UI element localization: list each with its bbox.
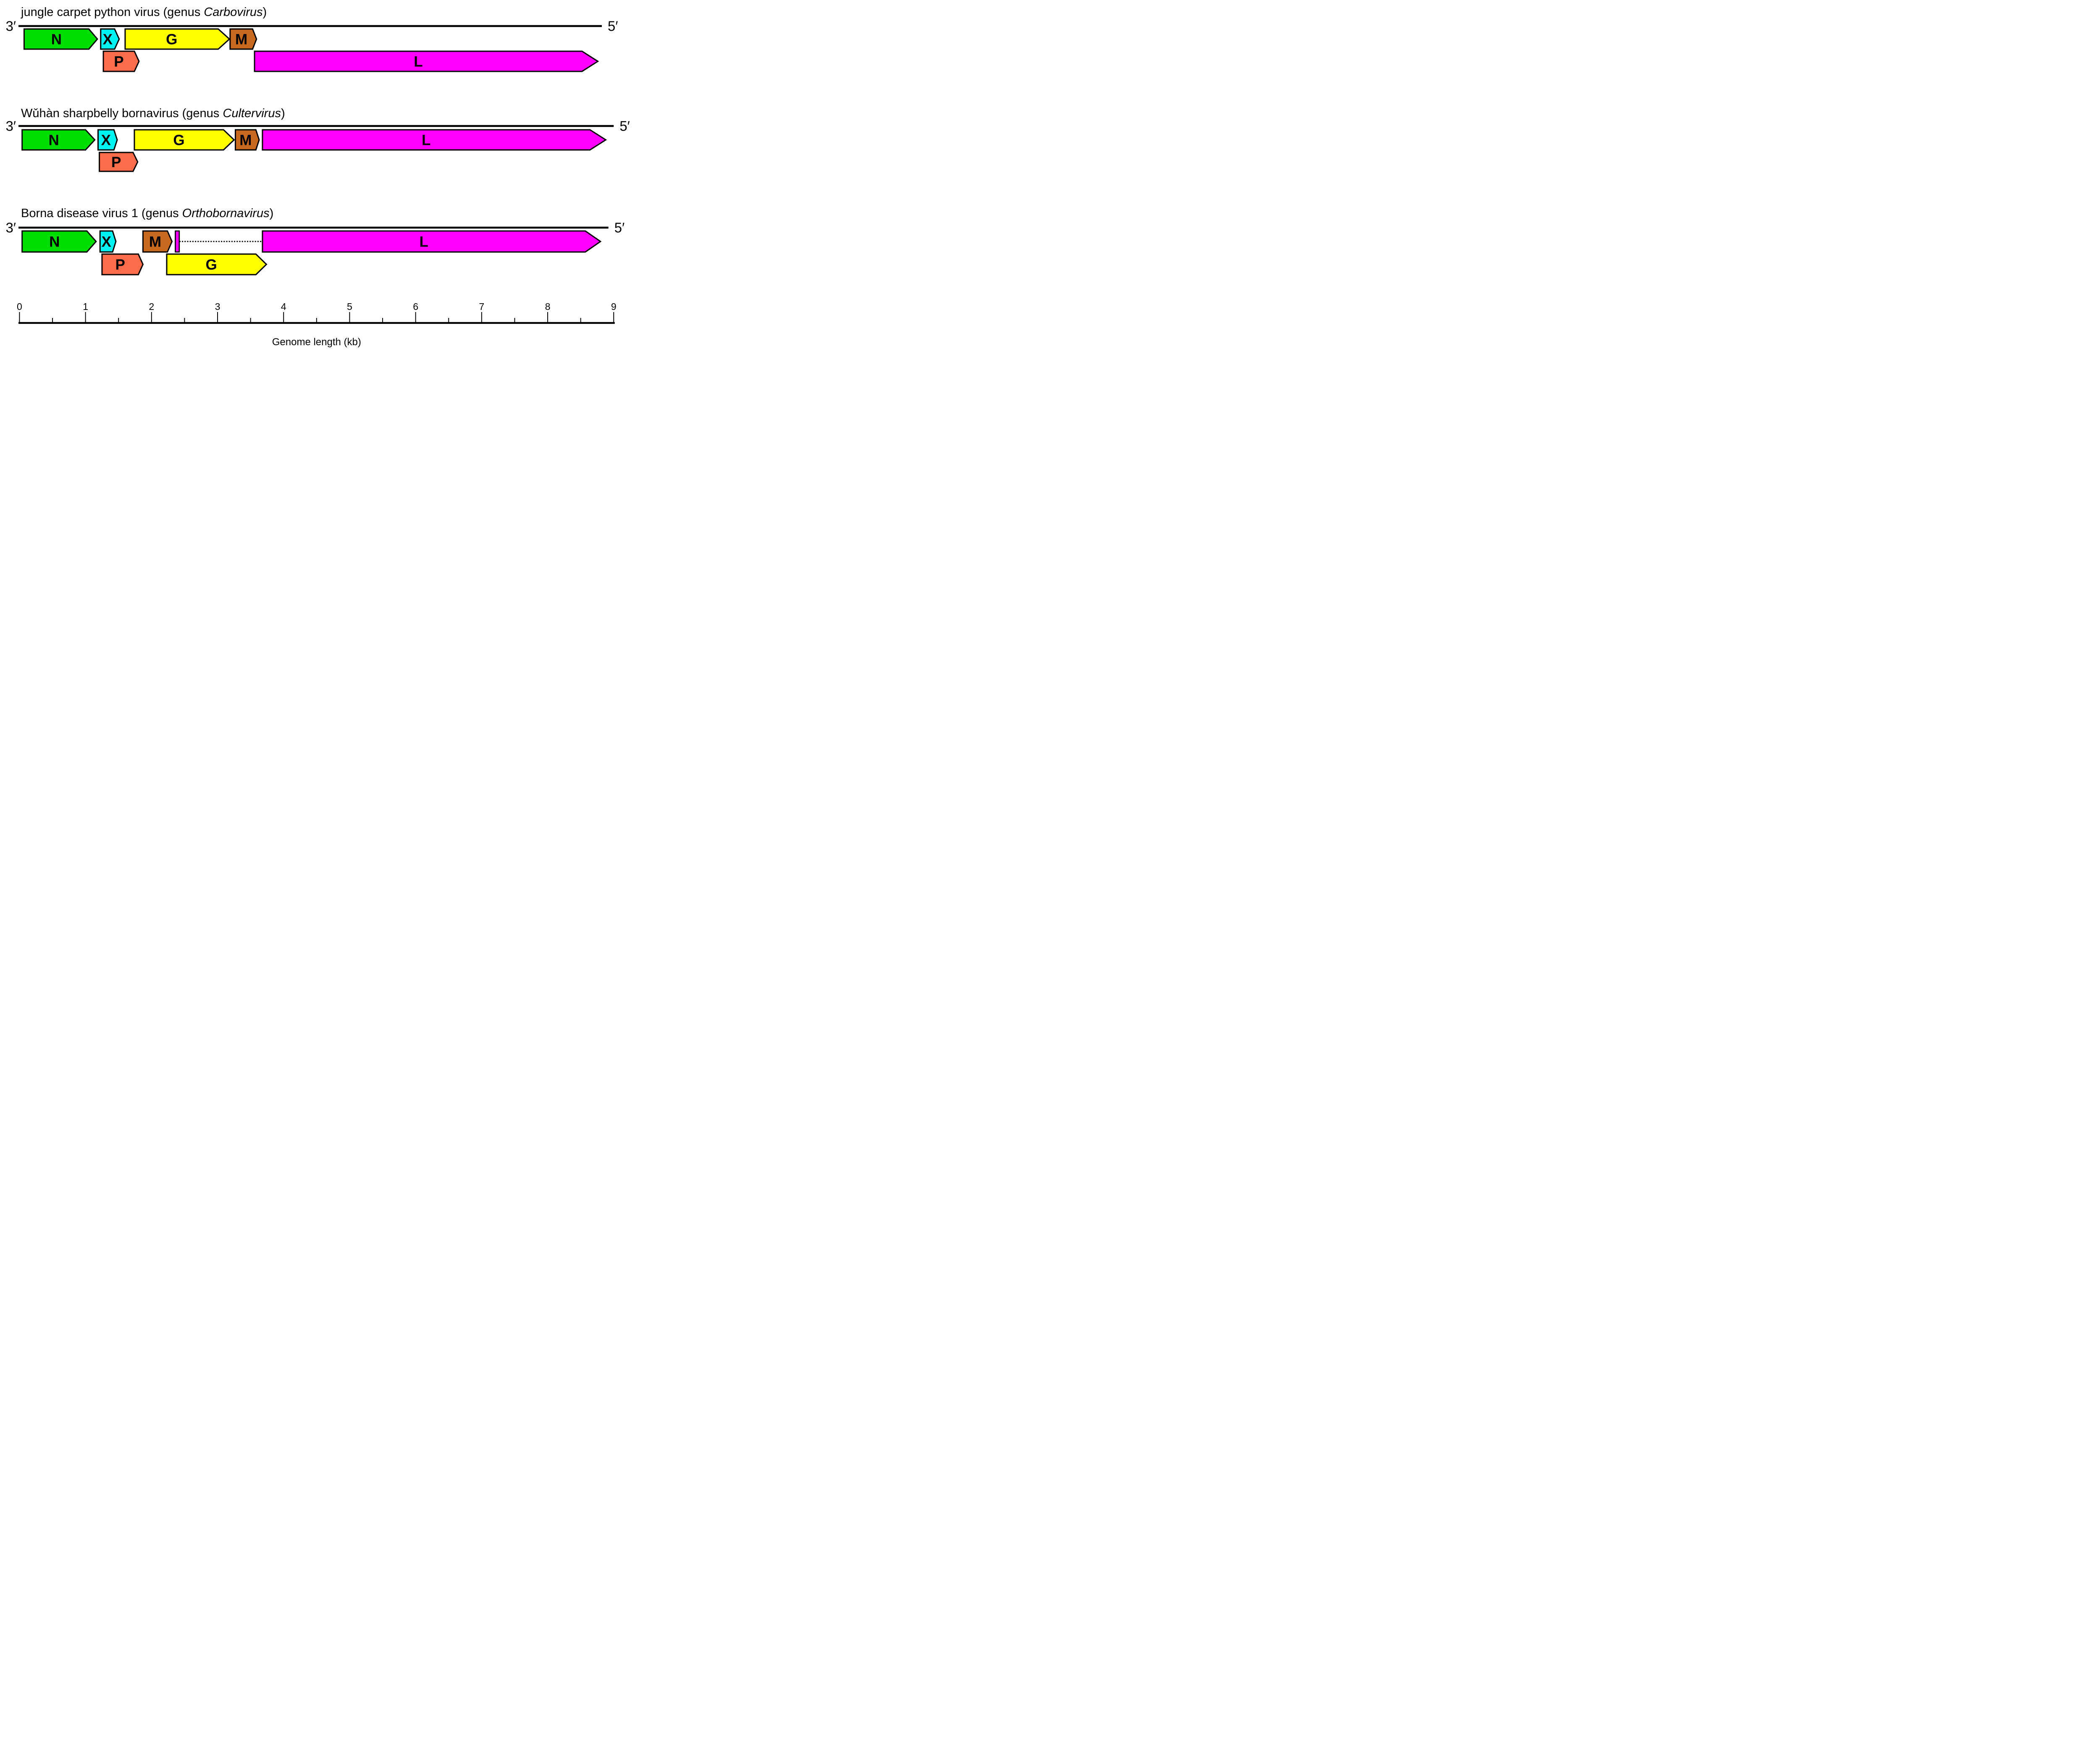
gene-g-shape (124, 28, 231, 50)
gene-x-label: X (101, 132, 111, 149)
l-exon-sliver (175, 230, 180, 253)
gene-n-shape (23, 28, 98, 50)
gene-p-label: P (114, 54, 123, 70)
three-prime-label: 3′ (5, 18, 16, 34)
genome-figure: jungle carpet python virus (genus Carbov… (0, 0, 635, 350)
gene-n-arrow: N (23, 28, 98, 50)
row-title-wuhan-sharpbelly-bornavirus: Wǔhàn sharpbelly bornavirus (genus Culte… (21, 107, 285, 120)
gene-n-label: N (49, 132, 59, 149)
genome-line (18, 226, 609, 229)
gene-n-arrow: N (21, 230, 97, 253)
gene-x-arrow: X (97, 129, 118, 151)
gene-p-arrow: P (101, 253, 144, 275)
gene-l-label: L (422, 132, 430, 149)
gene-g-arrow: G (166, 253, 268, 275)
gene-l-arrow: L (262, 129, 607, 151)
genome-row-wuhan-sharpbelly-bornavirus: Wǔhàn sharpbelly bornavirus (genus Culte… (5, 107, 630, 172)
gene-x-label: X (103, 31, 113, 48)
gene-x-arrow: X (100, 28, 120, 50)
gene-l-shape (254, 50, 599, 72)
gene-p-arrow: P (102, 50, 140, 72)
gene-m-shape (142, 230, 173, 253)
gene-m-label: M (239, 132, 252, 149)
tick-label-0: 0 (17, 301, 22, 312)
gene-x-shape (97, 129, 118, 151)
tick-label-4: 4 (281, 301, 286, 312)
gene-p-label: P (111, 154, 121, 171)
tick-label-8: 8 (545, 301, 551, 312)
gene-p-arrow: P (99, 152, 139, 172)
gene-n-label: N (49, 234, 60, 250)
tick-label-5: 5 (347, 301, 352, 312)
gene-m-shape (234, 129, 260, 151)
gene-l-arrow: L (254, 50, 599, 72)
gene-m-arrow: M (142, 230, 173, 253)
three-prime-label: 3′ (5, 220, 16, 236)
gene-g-label: G (173, 132, 184, 149)
genome-figure-canvas: jungle carpet python virus (genus Carbov… (5, 5, 630, 348)
axis-title: Genome length (kb) (272, 336, 361, 348)
gene-g-shape (134, 129, 235, 151)
row-title-borna-disease-virus-1: Borna disease virus 1 (genus Orthobornav… (21, 207, 273, 220)
gene-g-label: G (205, 257, 217, 273)
gene-l-label: L (420, 234, 428, 250)
gene-m-arrow: M (229, 28, 257, 50)
gene-x-arrow: X (99, 230, 117, 253)
gene-g-shape (166, 253, 268, 275)
tick-label-1: 1 (83, 301, 88, 312)
gene-l-shape (262, 129, 607, 151)
gene-n-arrow: N (21, 129, 96, 151)
tick-label-7: 7 (479, 301, 484, 312)
gene-l-label: L (414, 54, 423, 70)
tick-label-6: 6 (413, 301, 418, 312)
three-prime-label: 3′ (5, 118, 16, 134)
gene-p-label: P (115, 257, 125, 273)
five-prime-label: 5′ (614, 220, 625, 236)
gene-g-arrow: G (124, 28, 231, 50)
gene-m-label: M (149, 234, 161, 250)
gene-p-shape (99, 152, 139, 172)
gene-g-arrow: G (134, 129, 235, 151)
gene-p-shape (102, 50, 140, 72)
gene-x-shape (99, 230, 117, 253)
gene-m-label: M (235, 31, 247, 48)
gene-l-arrow: L (262, 230, 602, 253)
gene-m-arrow: M (234, 129, 260, 151)
gene-x-label: X (101, 234, 111, 250)
gene-n-shape (21, 230, 97, 253)
row-title-jungle-carpet-python-virus: jungle carpet python virus (genus Carbov… (21, 5, 267, 19)
five-prime-label: 5′ (608, 18, 618, 34)
gene-n-shape (21, 129, 96, 151)
scale-bar: 0 1 2 3 4 5 6 7 8 9 Genome length (kb) (17, 301, 617, 348)
tick-label-3: 3 (215, 301, 220, 312)
tick-label-9: 9 (611, 301, 617, 312)
genome-line (18, 125, 614, 127)
genome-line (18, 25, 602, 27)
genome-row-jungle-carpet-python-virus: jungle carpet python virus (genus Carbov… (5, 5, 618, 72)
genome-row-borna-disease-virus-1: Borna disease virus 1 (genus Orthobornav… (5, 207, 625, 275)
gene-l-shape (262, 230, 602, 253)
five-prime-label: 5′ (620, 118, 630, 134)
tick-label-2: 2 (149, 301, 154, 312)
gene-x-shape (100, 28, 120, 50)
gene-p-shape (101, 253, 144, 275)
gene-g-label: G (166, 31, 177, 48)
gene-m-shape (229, 28, 257, 50)
gene-n-label: N (51, 31, 62, 48)
